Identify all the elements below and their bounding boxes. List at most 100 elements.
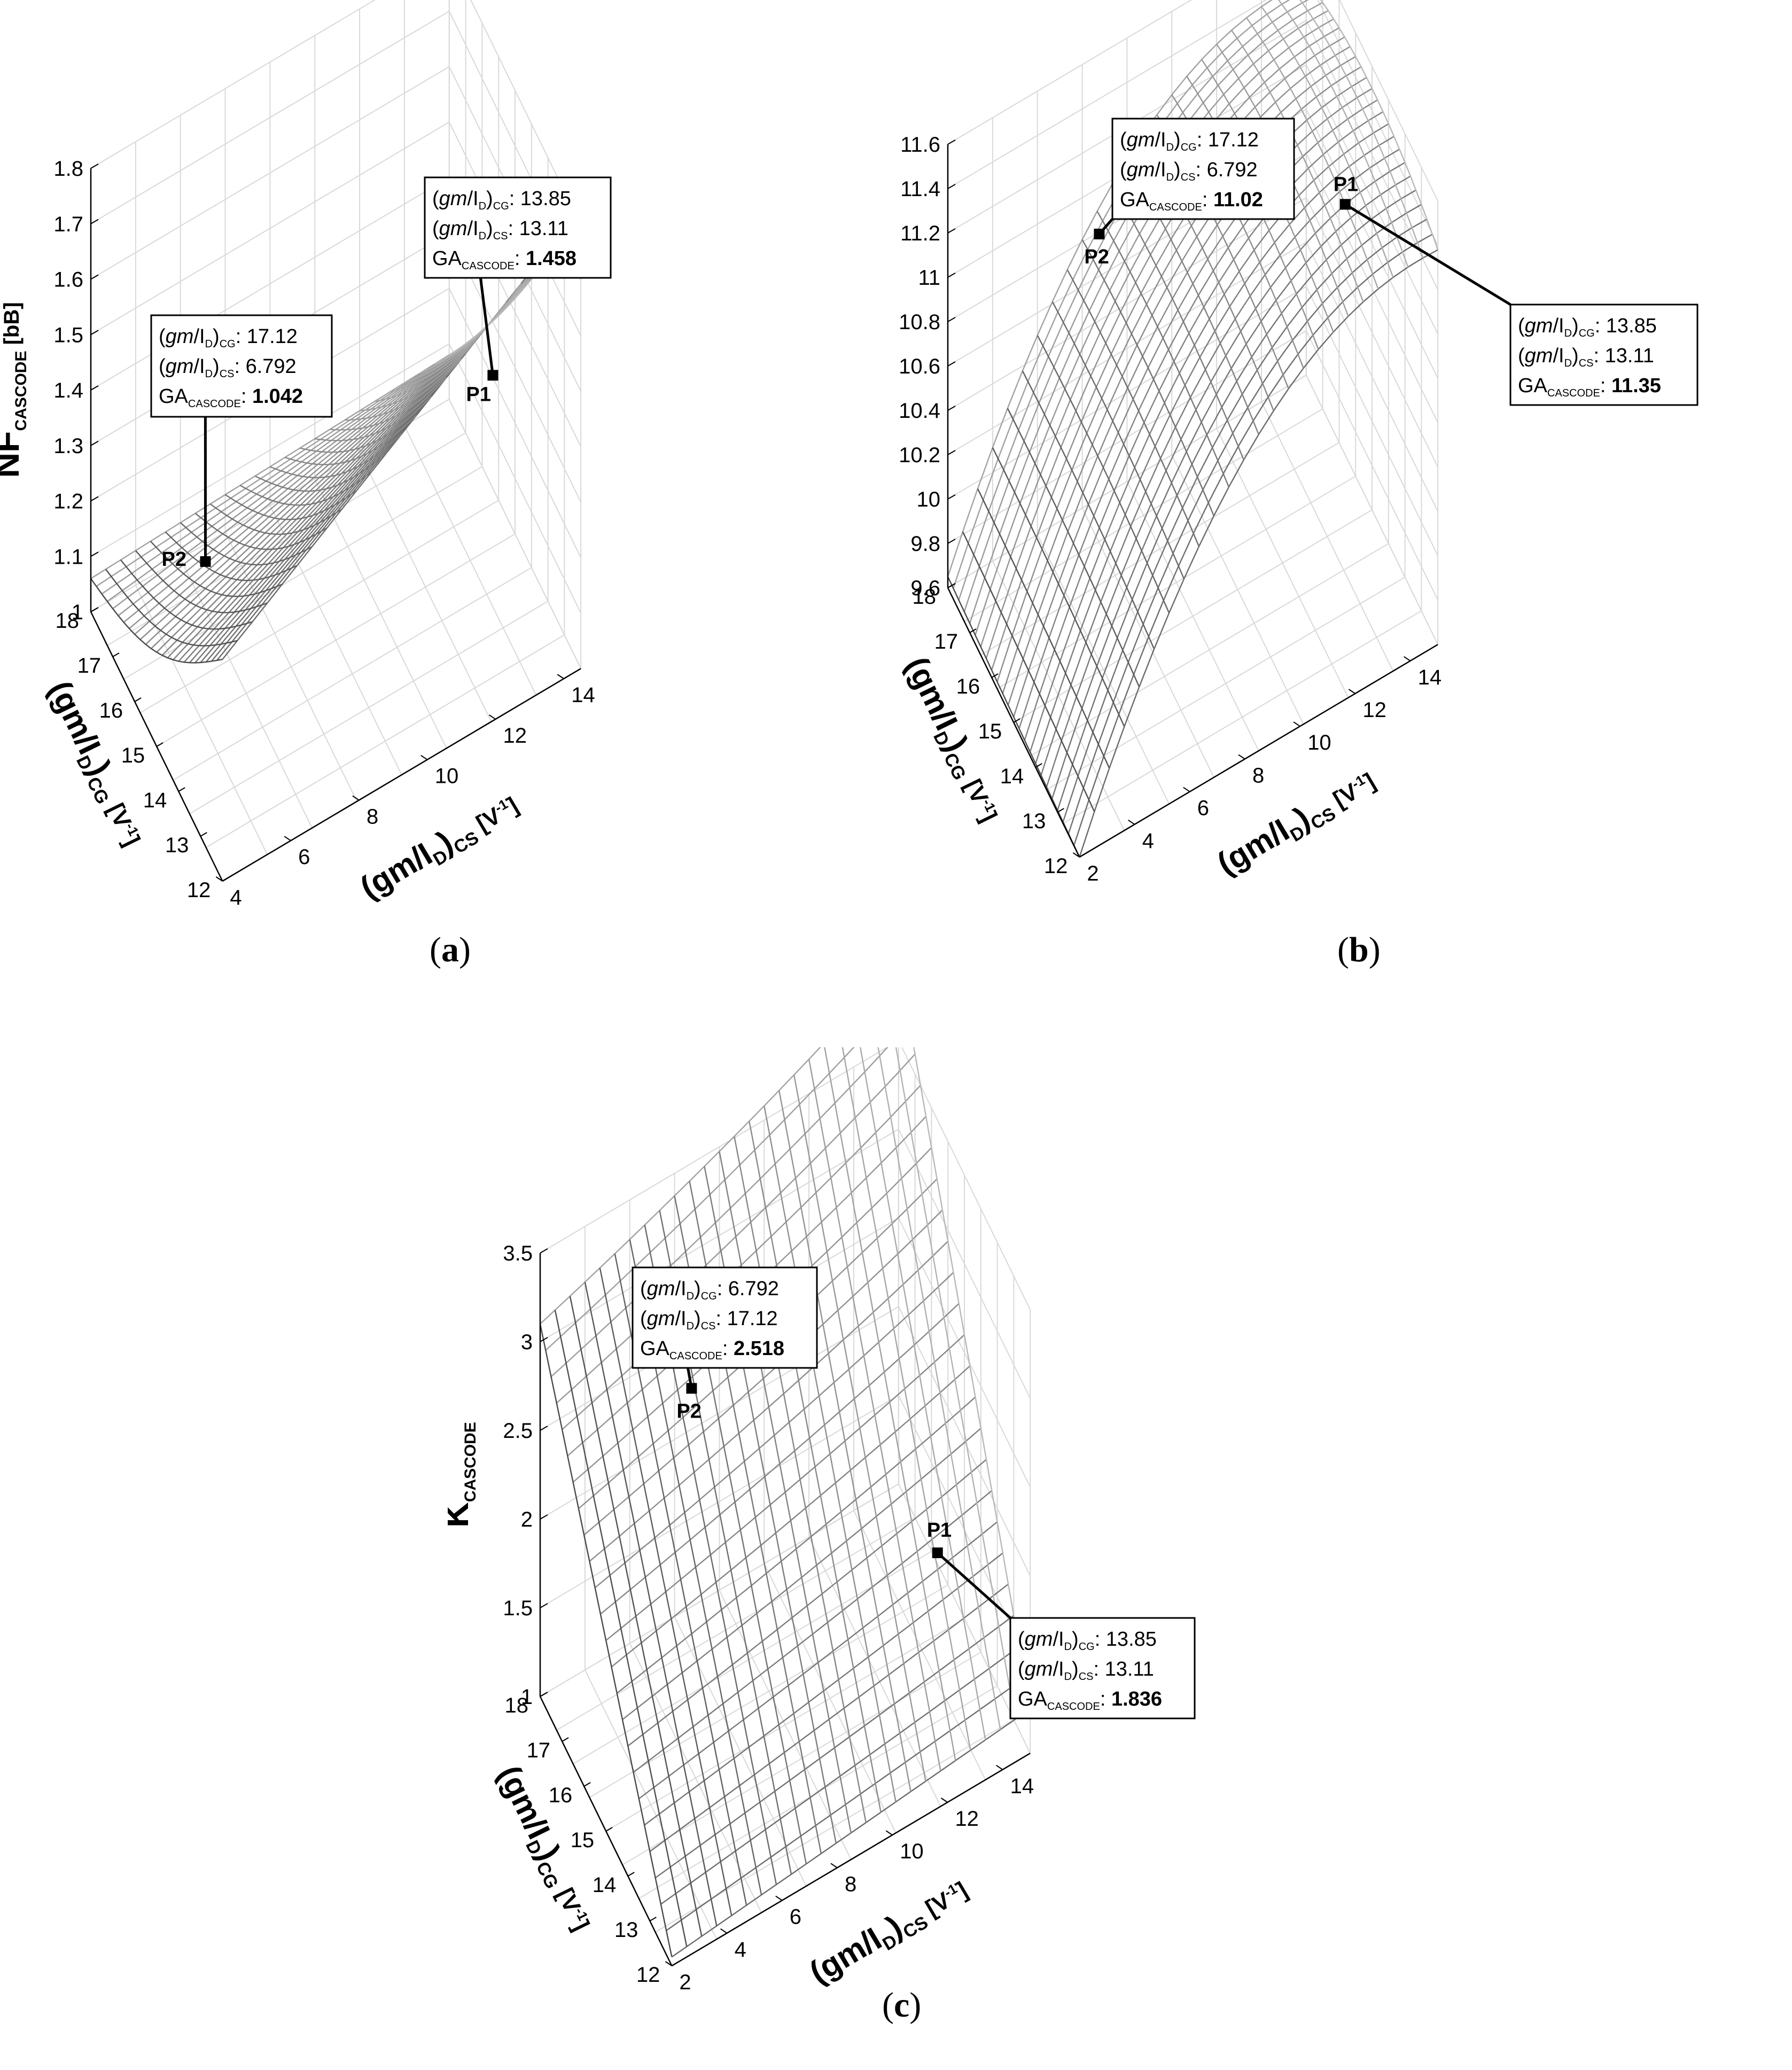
x-tick-label: 16: [99, 699, 123, 722]
z-tick-mark: [947, 361, 956, 367]
surface-line: [554, 1310, 688, 1947]
gridline: [314, 478, 447, 749]
surface-line: [719, 1151, 852, 1833]
y-tick-label: 8: [367, 805, 378, 828]
annotations-c: P2 (gm/ID)CG: 6.792 (gm/ID)CS: 17.12 GACASC…: [632, 1266, 1196, 1719]
y-tick-label: 6: [298, 845, 310, 869]
annotation-line: GACASCODE: 11.35: [1518, 375, 1661, 399]
surface-line: [913, 1047, 1031, 1709]
gridline: [90, 343, 582, 613]
y-tick-mark: [940, 1797, 948, 1803]
x-axis-line: [947, 587, 1080, 858]
y-tick-mark: [488, 714, 496, 720]
x-axis-line: [539, 1696, 673, 1966]
x-tick-label: 15: [978, 720, 1002, 743]
z-tick-mark: [90, 385, 99, 391]
gridline: [448, 399, 582, 669]
y-tick-label: 14: [1010, 1775, 1034, 1798]
z-tick-mark: [947, 539, 956, 544]
z-tick-label: 11.2: [900, 222, 940, 245]
ga-surface-chart: 9.6 9.8 10 10.2 10.4 10.6 10.8 11 11.2 11.4 11.6 18…: [899, 0, 1698, 885]
x-tick-mark: [991, 673, 999, 678]
gridline: [947, 19, 1439, 290]
z-tick-label: 1.7: [53, 213, 83, 236]
y-tick-mark: [830, 1863, 838, 1869]
surface-line: [763, 1106, 897, 1802]
y-tick-mark: [885, 1830, 893, 1836]
gridline: [540, 1394, 1031, 1665]
y-tick-mark: [1404, 656, 1411, 662]
z-tick-mark: [90, 496, 99, 502]
z-tick-mark: [90, 330, 99, 336]
annotation-line: (gm/ID)CG: 13.85: [1518, 315, 1657, 339]
y-tick-label: 12: [503, 724, 527, 748]
annotation-line: (gm/ID)CS: 17.12: [640, 1308, 778, 1332]
surface-line: [284, 415, 417, 465]
y-tick-mark: [352, 795, 360, 801]
y-tick-mark: [215, 876, 223, 882]
y-tick-label: 4: [735, 1938, 746, 1962]
annotation-line: (gm/ID)CG: 6.792: [640, 1278, 779, 1302]
surface-line: [1068, 219, 1428, 834]
surface-mesh-a: [90, 208, 582, 664]
surface-line: [584, 1282, 718, 1926]
gridline: [90, 287, 582, 558]
point-label: P1: [927, 1519, 952, 1542]
x-tick-mark: [1079, 853, 1086, 858]
leader-line: [479, 277, 494, 376]
y-axis-line: [1079, 644, 1438, 858]
surface-line: [962, 531, 1095, 812]
surface-line: [1037, 335, 1170, 613]
x-tick-label: 12: [187, 878, 211, 902]
surface-line: [300, 395, 432, 453]
y-axis-line: [671, 1753, 1031, 1967]
x-tick-label: 17: [77, 654, 102, 678]
point-label: P1: [1334, 173, 1358, 196]
annotation-line: GACASCODE: 11.02: [1120, 189, 1263, 213]
surface-line: [895, 1047, 1016, 1719]
y-tick-label: 10: [900, 1840, 924, 1863]
y-tick-mark: [1348, 689, 1355, 694]
z-tick-label: 10: [917, 488, 941, 511]
x-tick-mark: [90, 608, 98, 612]
surface-line: [90, 578, 223, 664]
z-tick-label: 9.8: [910, 532, 940, 556]
x-tick-label: 16: [956, 675, 980, 698]
x-tick-label: 18: [56, 609, 80, 633]
axes-group-b: 9.6 9.8 10 10.2 10.4 10.6 10.8 11 11.2 11.4 11.6 18…: [899, 133, 1442, 885]
z-tick-label: 2: [521, 1508, 533, 1531]
y-tick-label: 2: [679, 1971, 691, 1994]
x-tick-mark: [562, 1737, 569, 1742]
x-tick-label: 13: [1022, 810, 1046, 833]
gridline: [947, 285, 1439, 556]
k-surface-chart: 1 1.5 2 2.5 3 3.5 18 17 16 15 14 13 12 2 4 6 8 10 12 14 KCAS…: [448, 1047, 1196, 1994]
y-tick-label: 12: [1362, 698, 1386, 722]
gridline: [947, 0, 1439, 246]
z-tick-mark: [90, 164, 99, 169]
x-tick-mark: [112, 652, 120, 657]
y-tick-mark: [775, 1895, 783, 1901]
x-tick-mark: [649, 1917, 657, 1921]
surface-line: [345, 339, 477, 421]
point-label: P2: [676, 1400, 701, 1422]
x-tick-mark: [1035, 763, 1042, 768]
caption-c: (c): [882, 1986, 922, 2025]
y-axis-line: [222, 668, 581, 882]
gridline: [173, 567, 532, 781]
x-tick-mark: [947, 583, 955, 588]
surface-line: [1081, 239, 1215, 516]
z-tick-mark: [90, 219, 99, 224]
y-tick-mark: [284, 836, 291, 842]
y-axis-label: (gm/ID)CS [V-1]: [354, 785, 526, 909]
y-tick-mark: [420, 754, 428, 760]
surface-line: [269, 433, 402, 478]
y-tick-label: 14: [1418, 666, 1442, 689]
x-tick-mark: [969, 628, 977, 633]
gridline: [540, 1305, 1031, 1576]
y-axis-label: (gm/ID)CS [V-1]: [1211, 761, 1383, 885]
surface-line: [315, 377, 447, 441]
gridline: [359, 452, 492, 722]
z-tick-label: 10.2: [899, 443, 940, 467]
surface-line: [859, 1047, 986, 1740]
z-tick-label: 1.3: [53, 434, 83, 458]
